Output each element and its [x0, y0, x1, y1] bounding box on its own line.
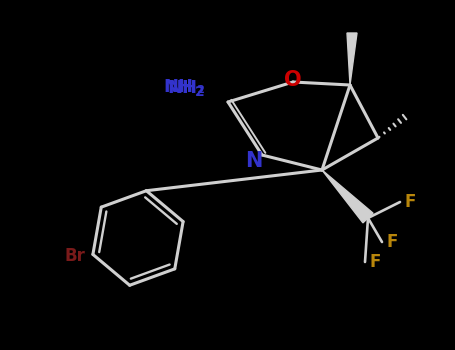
Text: F: F: [369, 253, 381, 271]
Text: Br: Br: [65, 247, 86, 265]
Text: N: N: [245, 151, 263, 171]
Text: NH: NH: [163, 78, 193, 96]
Polygon shape: [322, 170, 373, 223]
Text: F: F: [386, 233, 398, 251]
Text: F: F: [404, 193, 416, 211]
Text: NH₂: NH₂: [167, 79, 205, 97]
Polygon shape: [347, 33, 357, 85]
Text: 2: 2: [195, 85, 205, 99]
Text: O: O: [284, 70, 302, 90]
